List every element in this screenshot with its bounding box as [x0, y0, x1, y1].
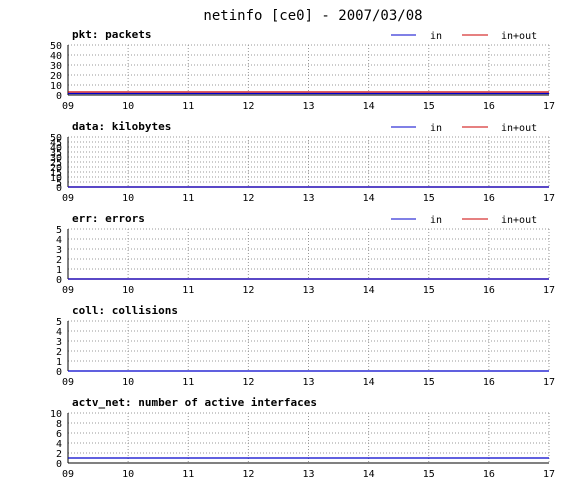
- panel-1-x-tick-label: 14: [363, 101, 375, 112]
- panel-1-y-tick-label: 30: [50, 61, 62, 72]
- panel-2-y-tick-label: 45: [50, 138, 62, 149]
- panel-5-x-tick-label: 10: [122, 469, 134, 480]
- panel-4-x-tick-label: 09: [62, 377, 74, 388]
- panel-1-x-tick-label: 13: [302, 101, 314, 112]
- panel-5-y-tick-label: 0: [56, 459, 62, 470]
- panel-5-x-tick-label: 11: [182, 469, 194, 480]
- panel-3-x-tick-label: 17: [543, 285, 555, 296]
- panel-2-y-tick-label: 25: [50, 158, 62, 169]
- panel-5-y-tick-label: 8: [56, 419, 62, 430]
- panel-2-x-tick-label: 15: [423, 193, 435, 204]
- chart-title: netinfo [ce0] - 2007/03/08: [203, 8, 422, 24]
- panel-3-x-tick-label: 15: [423, 285, 435, 296]
- panel-3-x-tick-label: 10: [122, 285, 134, 296]
- panel-2-y-tick-label: 0: [56, 183, 62, 194]
- panel-1-y-tick-label: 50: [50, 41, 62, 52]
- panel-5-title: actv_net: number of active interfaces: [72, 396, 317, 409]
- panel-1-x-tick-label: 15: [423, 101, 435, 112]
- panel-3-y-tick-label: 2: [56, 255, 62, 266]
- panel-5-y-tick-label: 10: [50, 409, 62, 420]
- panel-3-y-tick-label: 4: [56, 235, 62, 246]
- panel-2-x-tick-label: 10: [122, 193, 134, 204]
- panel-1-x-tick-label: 16: [483, 101, 495, 112]
- panel-3-legend-in-label: in: [430, 215, 442, 226]
- panel-5-x-tick-label: 16: [483, 469, 495, 480]
- panel-2-x-tick-label: 16: [483, 193, 495, 204]
- panel-4-y-tick-label: 1: [56, 357, 62, 368]
- panel-4-y-tick-label: 3: [56, 337, 62, 348]
- panel-1-x-tick-label: 10: [122, 101, 134, 112]
- panel-4-y-tick-label: 5: [56, 317, 62, 328]
- panel-4-title: coll: collisions: [72, 304, 178, 317]
- panel-1-y-tick-label: 40: [50, 51, 62, 62]
- panel-2-x-tick-label: 09: [62, 193, 74, 204]
- panel-5-y-tick-label: 4: [56, 439, 62, 450]
- panel-4-x-tick-label: 14: [363, 377, 375, 388]
- panel-1-x-tick-label: 12: [242, 101, 254, 112]
- panel-3-y-tick-label: 3: [56, 245, 62, 256]
- panel-3-title: err: errors: [72, 212, 145, 225]
- panel-5-y-tick-label: 2: [56, 449, 62, 460]
- panel-4-x-tick-label: 17: [543, 377, 555, 388]
- panel-2-y-tick-label: 30: [50, 153, 62, 164]
- panel-3-x-tick-label: 11: [182, 285, 194, 296]
- panel-4-y-tick-label: 4: [56, 327, 62, 338]
- panel-2-y-tick-label: 40: [50, 143, 62, 154]
- panel-2-x-tick-label: 14: [363, 193, 375, 204]
- panel-2-legend-inout-label: in+out: [501, 123, 537, 134]
- panel-1-title: pkt: packets: [72, 28, 151, 41]
- panel-4-x-tick-label: 10: [122, 377, 134, 388]
- panel-5-x-tick-label: 09: [62, 469, 74, 480]
- panel-3-y-tick-label: 1: [56, 265, 62, 276]
- panel-2-title: data: kilobytes: [72, 120, 171, 133]
- panel-1-x-tick-label: 09: [62, 101, 74, 112]
- panel-3-y-tick-label: 5: [56, 225, 62, 236]
- panel-3-x-tick-label: 12: [242, 285, 254, 296]
- panel-1-y-tick-label: 20: [50, 71, 62, 82]
- panel-3-x-tick-label: 16: [483, 285, 495, 296]
- panel-2-y-tick-label: 15: [50, 168, 62, 179]
- panel-1-x-tick-label: 11: [182, 101, 194, 112]
- panel-5-x-tick-label: 12: [242, 469, 254, 480]
- panel-3-x-tick-label: 14: [363, 285, 375, 296]
- panel-1-y-tick-label: 0: [56, 91, 62, 102]
- panel-4-x-tick-label: 11: [182, 377, 194, 388]
- panel-1-x-tick-label: 17: [543, 101, 555, 112]
- panel-1-y-tick-label: 10: [50, 81, 62, 92]
- panel-1-legend-in-label: in: [430, 31, 442, 42]
- panel-5-x-tick-label: 13: [302, 469, 314, 480]
- panel-2-y-tick-label: 10: [50, 173, 62, 184]
- panel-4-y-tick-label: 0: [56, 367, 62, 378]
- panel-2-y-tick-label: 35: [50, 148, 62, 159]
- panel-3-x-tick-label: 09: [62, 285, 74, 296]
- panel-5-x-tick-label: 17: [543, 469, 555, 480]
- panel-3-y-tick-label: 0: [56, 275, 62, 286]
- panel-4-x-tick-label: 16: [483, 377, 495, 388]
- panel-4-x-tick-label: 12: [242, 377, 254, 388]
- panel-4-x-tick-label: 15: [423, 377, 435, 388]
- panel-2-legend-in-label: in: [430, 123, 442, 134]
- panel-4-y-tick-label: 2: [56, 347, 62, 358]
- panel-1-legend-inout-label: in+out: [501, 31, 537, 42]
- panel-2-y-tick-label: 20: [50, 163, 62, 174]
- panel-2-y-tick-label: 5: [56, 178, 62, 189]
- panel-2-x-tick-label: 11: [182, 193, 194, 204]
- panel-5-x-tick-label: 15: [423, 469, 435, 480]
- panel-2-x-tick-label: 12: [242, 193, 254, 204]
- panel-2-x-tick-label: 17: [543, 193, 555, 204]
- panel-2-y-tick-label: 50: [50, 133, 62, 144]
- panel-2-x-tick-label: 13: [302, 193, 314, 204]
- panel-3-legend-inout-label: in+out: [501, 215, 537, 226]
- panel-4-x-tick-label: 13: [302, 377, 314, 388]
- panel-5-x-tick-label: 14: [363, 469, 375, 480]
- panel-5-y-tick-label: 6: [56, 429, 62, 440]
- panel-3-x-tick-label: 13: [302, 285, 314, 296]
